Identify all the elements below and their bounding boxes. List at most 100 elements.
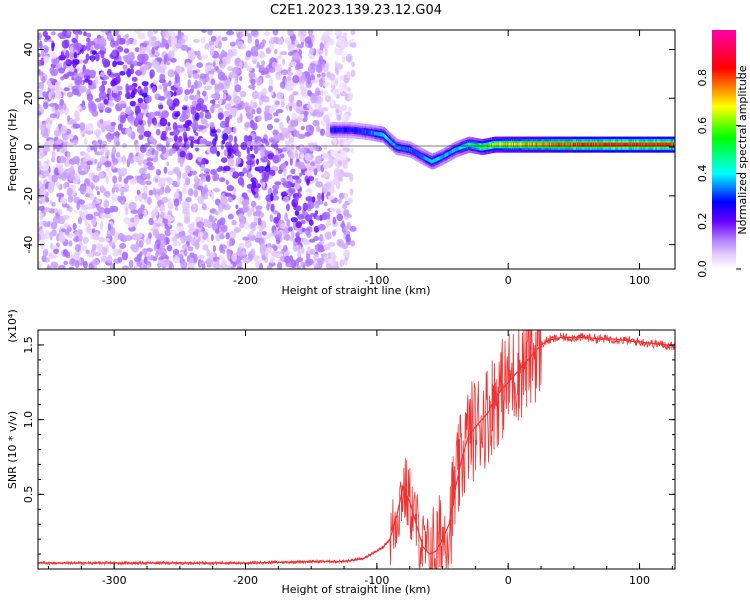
noise-cell xyxy=(223,93,227,100)
noise-cell xyxy=(86,160,93,166)
snr-ylabel: SNR (10 * v/v) xyxy=(6,411,19,489)
noise-cell xyxy=(347,87,351,92)
noise-cell xyxy=(256,61,260,68)
signal-cell xyxy=(513,142,516,147)
noise-cell xyxy=(193,139,201,144)
noise-cell xyxy=(305,252,311,261)
noise-cell xyxy=(284,84,289,91)
noise-cell xyxy=(165,177,172,182)
noise-cell xyxy=(193,175,199,185)
noise-cell xyxy=(96,191,100,195)
noise-cell xyxy=(225,94,232,102)
colorbar-ticks: 0.0 0.2 0.4 0.6 0.8 xyxy=(696,69,741,278)
noise-cell xyxy=(246,66,253,72)
noise-cell xyxy=(85,53,90,62)
noise-cell xyxy=(167,50,175,59)
noise-cell xyxy=(132,155,141,162)
noise-cell xyxy=(107,223,111,231)
noise-cell xyxy=(117,167,121,174)
noise-cell xyxy=(182,172,188,180)
noise-cell xyxy=(52,215,61,224)
noise-cell xyxy=(47,220,51,226)
noise-cell xyxy=(136,189,141,196)
noise-cell xyxy=(336,213,344,222)
noise-cell xyxy=(75,235,79,242)
noise-cell xyxy=(266,264,272,269)
noise-cell xyxy=(112,248,119,258)
noise-cell xyxy=(297,30,302,38)
noise-cell xyxy=(275,253,282,258)
noise-cell xyxy=(195,94,200,100)
noise-cell xyxy=(228,134,234,143)
noise-cell xyxy=(44,127,48,136)
noise-cell xyxy=(86,203,94,210)
noise-cell xyxy=(190,84,195,91)
noise-cell xyxy=(80,185,86,193)
noise-cell xyxy=(62,214,70,220)
noise-cell xyxy=(201,157,208,165)
noise-cell xyxy=(247,171,252,179)
noise-cell xyxy=(94,76,99,85)
noise-cell xyxy=(239,222,245,229)
noise-cell xyxy=(82,260,88,269)
noise-cell xyxy=(110,121,117,126)
noise-cell xyxy=(184,247,188,257)
noise-cell xyxy=(345,234,351,243)
noise-cell xyxy=(336,94,340,99)
noise-cell xyxy=(313,168,318,176)
noise-cell xyxy=(88,100,95,109)
noise-cell xyxy=(51,31,56,36)
noise-cell xyxy=(270,90,274,96)
noise-cell xyxy=(282,180,289,188)
noise-cell xyxy=(196,62,204,68)
noise-cell xyxy=(149,69,155,78)
noise-cell xyxy=(173,134,179,143)
noise-cell xyxy=(174,191,180,199)
noise-cell xyxy=(72,123,81,129)
noise-cell xyxy=(303,239,310,246)
noise-cell xyxy=(53,248,60,255)
noise-cell xyxy=(156,169,161,176)
noise-cell xyxy=(284,131,291,139)
noise-cell xyxy=(238,242,245,250)
noise-cell xyxy=(227,66,234,72)
noise-cell xyxy=(134,47,140,53)
noise-cell xyxy=(183,216,191,225)
colorbar-tick-label: 0.2 xyxy=(696,212,709,230)
noise-cell xyxy=(175,206,179,211)
noise-cell xyxy=(319,128,326,136)
noise-cell xyxy=(187,262,196,269)
noise-cell xyxy=(321,153,330,160)
signal-cell xyxy=(555,142,558,147)
noise-cell xyxy=(82,245,88,251)
noise-cell xyxy=(99,85,104,93)
noise-cell xyxy=(45,249,49,256)
noise-cell xyxy=(84,217,88,227)
noise-cell xyxy=(323,90,329,95)
noise-cell xyxy=(170,57,177,63)
noise-cell xyxy=(219,120,228,128)
noise-cell xyxy=(274,118,280,123)
noise-cell xyxy=(265,74,271,79)
noise-cell xyxy=(100,211,105,220)
noise-cell xyxy=(278,37,284,46)
noise-cell xyxy=(315,181,323,188)
noise-cell xyxy=(158,256,165,261)
noise-cell xyxy=(200,118,208,125)
noise-cell xyxy=(38,40,43,50)
signal-cell xyxy=(534,142,537,147)
x-tick-label: -300 xyxy=(102,574,127,587)
noise-cell xyxy=(260,156,268,163)
noise-cell xyxy=(50,87,55,96)
noise-cell xyxy=(123,48,130,54)
noise-cell xyxy=(66,91,74,98)
noise-cell xyxy=(280,223,286,229)
noise-cell xyxy=(346,71,351,79)
noise-cell xyxy=(74,42,83,51)
noise-cell xyxy=(257,217,262,226)
noise-cell xyxy=(295,145,301,150)
noise-cell xyxy=(217,71,226,81)
noise-cell xyxy=(225,122,230,128)
noise-cell xyxy=(171,236,177,242)
noise-cell xyxy=(296,257,304,263)
